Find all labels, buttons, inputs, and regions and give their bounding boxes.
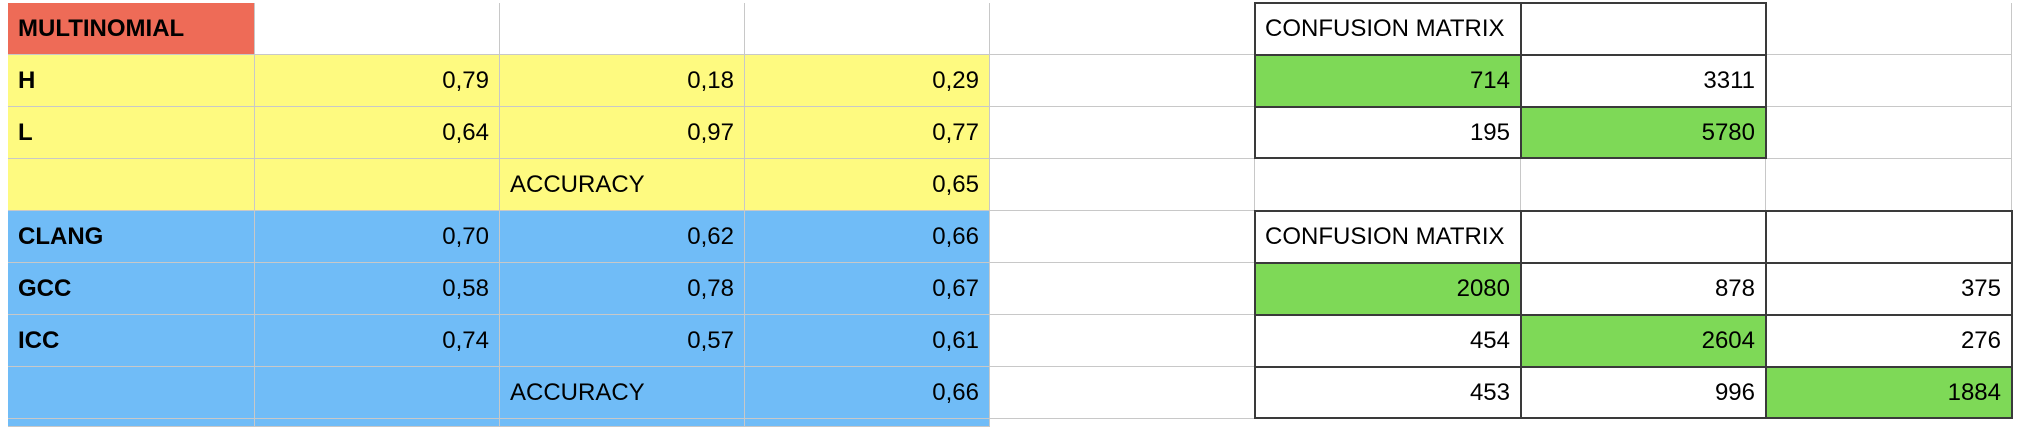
empty-cell[interactable]	[1255, 159, 1521, 211]
table-cell[interactable]: 0,64	[255, 107, 500, 159]
cm2-cell[interactable]: 375	[1766, 263, 2012, 315]
cm2-cell-diagonal[interactable]: 1884	[1766, 367, 2012, 419]
empty-cell[interactable]	[990, 263, 1255, 315]
table-cell[interactable]: 0,61	[745, 315, 990, 367]
empty-cell[interactable]	[1766, 3, 2012, 55]
empty-cell[interactable]	[1766, 211, 2012, 263]
table-cell[interactable]: 0,62	[500, 211, 745, 263]
cm1-cell[interactable]: 3311	[1521, 55, 1766, 107]
table-cell[interactable]: 0,57	[500, 315, 745, 367]
empty-cell[interactable]	[500, 419, 745, 427]
table-cell[interactable]: 0,78	[500, 263, 745, 315]
cm2-cell[interactable]: 996	[1521, 367, 1766, 419]
empty-cell[interactable]	[1521, 211, 1766, 263]
row-label-clang[interactable]: CLANG	[8, 211, 255, 263]
table-cell[interactable]: 0,58	[255, 263, 500, 315]
cm2-cell[interactable]: 453	[1255, 367, 1521, 419]
row-label-icc[interactable]: ICC	[8, 315, 255, 367]
cm2-cell[interactable]: 276	[1766, 315, 2012, 367]
accuracy-value[interactable]: 0,65	[745, 159, 990, 211]
empty-cell[interactable]	[1521, 3, 1766, 55]
empty-cell[interactable]	[990, 159, 1255, 211]
empty-cell[interactable]	[8, 159, 255, 211]
empty-cell[interactable]	[990, 315, 1255, 367]
empty-cell[interactable]	[990, 367, 1255, 419]
cm1-cell-diagonal[interactable]: 714	[1255, 55, 1521, 107]
table-cell[interactable]: 0,29	[745, 55, 990, 107]
empty-cell[interactable]	[990, 3, 1255, 55]
cm1-cell-diagonal[interactable]: 5780	[1521, 107, 1766, 159]
confusion-matrix-2-title[interactable]: CONFUSION MATRIX	[1255, 211, 1521, 263]
empty-cell[interactable]	[745, 419, 990, 427]
empty-cell[interactable]	[500, 3, 745, 55]
empty-cell[interactable]	[990, 55, 1255, 107]
empty-cell[interactable]	[255, 367, 500, 419]
table-cell[interactable]: 0,66	[745, 211, 990, 263]
empty-cell[interactable]	[255, 419, 500, 427]
row-label-gcc[interactable]: GCC	[8, 263, 255, 315]
confusion-matrix-1-title[interactable]: CONFUSION MATRIX	[1255, 3, 1521, 55]
row-label-l[interactable]: L	[8, 107, 255, 159]
empty-cell[interactable]	[1521, 159, 1766, 211]
empty-cell[interactable]	[1766, 55, 2012, 107]
empty-cell[interactable]	[8, 367, 255, 419]
cm2-cell-diagonal[interactable]: 2080	[1255, 263, 1521, 315]
table-title[interactable]: MULTINOMIAL	[8, 3, 255, 55]
empty-cell[interactable]	[1766, 159, 2012, 211]
table-cell[interactable]: 0,79	[255, 55, 500, 107]
row-label-h[interactable]: H	[8, 55, 255, 107]
cm2-cell-diagonal[interactable]: 2604	[1521, 315, 1766, 367]
table-cell[interactable]: 0,18	[500, 55, 745, 107]
empty-cell[interactable]	[1766, 107, 2012, 159]
empty-cell[interactable]	[8, 419, 255, 427]
accuracy-label[interactable]: ACCURACY	[500, 367, 745, 419]
accuracy-value[interactable]: 0,66	[745, 367, 990, 419]
empty-cell[interactable]	[990, 107, 1255, 159]
cm2-cell[interactable]: 454	[1255, 315, 1521, 367]
table-cell[interactable]: 0,77	[745, 107, 990, 159]
table-cell[interactable]: 0,70	[255, 211, 500, 263]
empty-cell[interactable]	[990, 211, 1255, 263]
accuracy-label[interactable]: ACCURACY	[500, 159, 745, 211]
table-cell[interactable]: 0,74	[255, 315, 500, 367]
cm2-cell[interactable]: 878	[1521, 263, 1766, 315]
table-cell[interactable]: 0,97	[500, 107, 745, 159]
empty-cell[interactable]	[745, 3, 990, 55]
cm1-cell[interactable]: 195	[1255, 107, 1521, 159]
empty-cell[interactable]	[255, 159, 500, 211]
empty-cell[interactable]	[255, 3, 500, 55]
table-cell[interactable]: 0,67	[745, 263, 990, 315]
